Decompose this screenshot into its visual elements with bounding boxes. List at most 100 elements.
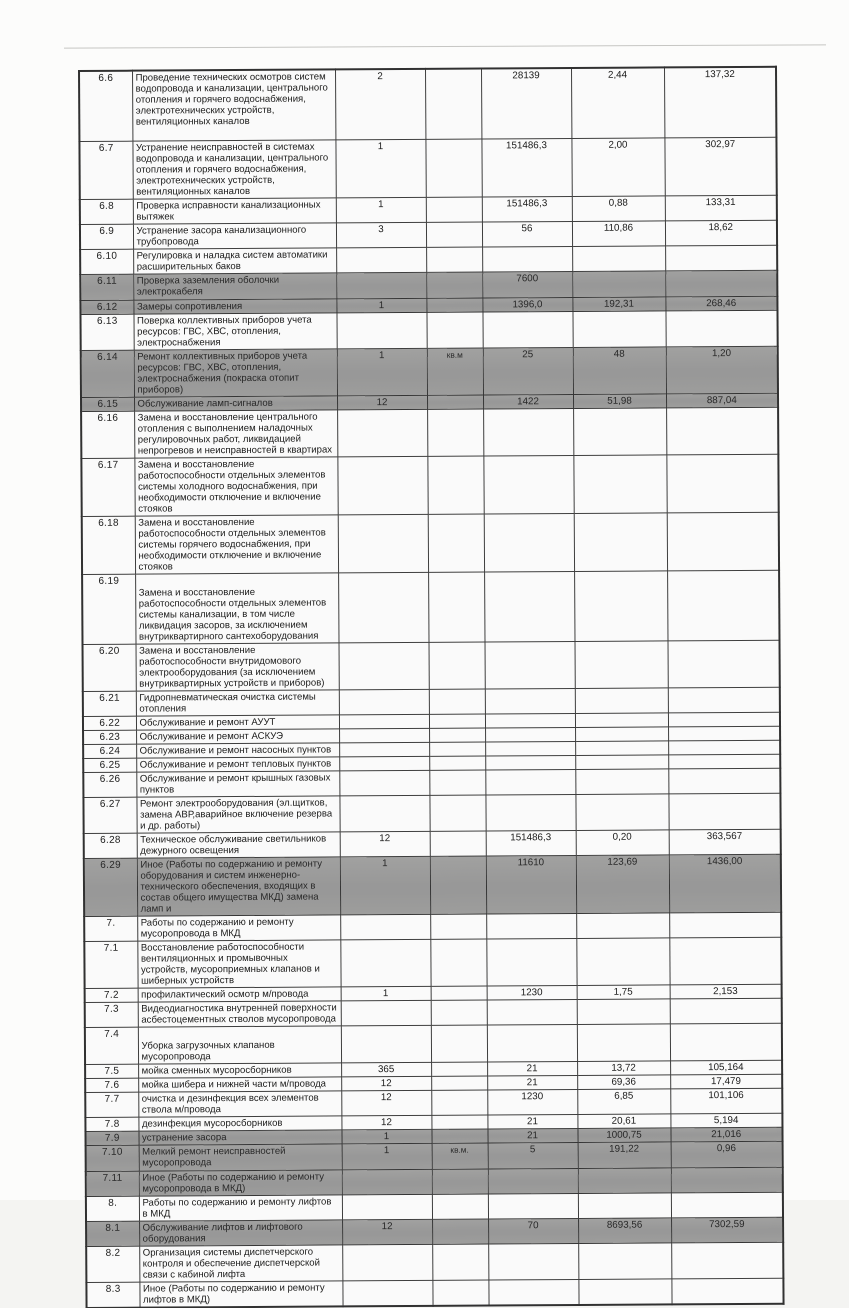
quantity-cell (336, 311, 427, 349)
description-cell: Замена и восстановление работоспособност… (134, 514, 339, 574)
volume-cell (486, 998, 577, 1025)
rate-cell: 2,44 (570, 67, 665, 138)
row-number-cell: 6.28 (83, 832, 137, 858)
quantity-cell: 12 (341, 1114, 432, 1130)
total-cell (667, 639, 780, 688)
rate-cell (573, 454, 667, 513)
rate-cell (572, 270, 666, 297)
total-cell: 302,97 (664, 136, 777, 196)
description-cell: Иное (Работы по содержанию и ремонту обо… (136, 856, 341, 916)
unit-cell (430, 938, 487, 986)
volume-cell: 21 (487, 1060, 578, 1076)
unit-cell (430, 913, 487, 939)
row-number-cell: 6.18 (81, 515, 136, 574)
row-number-cell: 6.6 (79, 70, 133, 141)
unit-cell (426, 311, 483, 348)
quantity-cell (342, 1279, 433, 1306)
total-cell: 0,96 (670, 1140, 783, 1168)
volume-cell: 1396,0 (482, 296, 573, 312)
total-cell (668, 767, 781, 794)
total-cell (670, 1166, 783, 1193)
quantity-cell: 12 (342, 1218, 433, 1245)
description-cell: Регулировка и наладка систем автоматики … (133, 247, 337, 274)
volume-cell: 151486,3 (481, 195, 572, 222)
table-row: 7.1 Восстановление работоспособности вен… (84, 936, 782, 988)
total-cell (668, 725, 781, 741)
total-cell (666, 406, 779, 455)
volume-cell (485, 740, 576, 756)
row-number-cell: 8.2 (86, 1245, 140, 1282)
total-cell: 363,567 (668, 828, 781, 855)
description-cell: Обслуживание и ремонт АСКУЭ (136, 728, 340, 744)
volume-cell: 28139 (480, 67, 572, 139)
rate-cell (574, 687, 668, 713)
rate-cell (578, 1242, 672, 1279)
description-cell: Обслуживание лифтов и лифтового оборудов… (139, 1219, 343, 1246)
rate-cell (575, 768, 669, 794)
quantity-cell: 2 (335, 68, 426, 140)
volume-cell (487, 1192, 579, 1219)
unit-cell (431, 1114, 488, 1129)
quantity-cell (339, 769, 430, 796)
unit-cell (428, 688, 485, 714)
volume-cell (483, 454, 574, 514)
description-cell: Гидропневматическая очистка системы отоп… (135, 689, 339, 716)
volume-cell: 1230 (486, 984, 577, 1000)
row-number-cell: 6.29 (83, 857, 138, 916)
rate-cell: 6,85 (577, 1088, 671, 1114)
table-row: 6.19 Замена и восстановление работоспосо… (82, 569, 780, 644)
row-number-cell: 6.14 (80, 349, 134, 397)
volume-cell: 21 (487, 1113, 578, 1129)
rate-cell (573, 512, 668, 571)
total-cell (669, 1022, 783, 1061)
description-cell: Замеры сопротивления (133, 298, 337, 314)
unit-cell (428, 571, 485, 642)
total-cell (665, 244, 778, 271)
table-row: 6.13 Поверка коллективных приборов учета… (80, 309, 778, 350)
quantity-cell: 1 (340, 985, 431, 1001)
description-cell: Работы по содержанию и ремонту мусоропро… (137, 914, 341, 941)
unit-cell (431, 1075, 488, 1090)
description-cell: Ремонт коллективных приборов учета ресур… (133, 348, 337, 397)
rate-cell: 191,22 (577, 1141, 671, 1168)
rate-cell (572, 245, 666, 271)
volume-cell: 151486,3 (485, 829, 576, 856)
quantity-cell: 1 (335, 138, 426, 198)
total-cell (668, 792, 781, 830)
total-cell: 133,31 (664, 194, 777, 221)
unit-cell (432, 1243, 489, 1280)
unit-cell (424, 68, 482, 139)
rate-cell: 1000,75 (577, 1127, 671, 1142)
volume-cell: 21 (487, 1127, 578, 1143)
volume-cell (486, 937, 577, 986)
description-cell: Организация системы диспетчерского контр… (139, 1244, 343, 1282)
row-number-cell: 7.10 (85, 1144, 139, 1171)
row-number-cell: 7.2 (84, 987, 138, 1002)
volume-cell: 1230 (487, 1088, 578, 1115)
row-number-cell: 7.5 (85, 1063, 139, 1078)
unit-cell (432, 1218, 489, 1244)
description-cell: Обслуживание ламп-сигналов (133, 395, 338, 411)
total-cell (669, 911, 782, 938)
quantity-cell: 1 (335, 196, 426, 223)
total-cell (671, 1277, 784, 1304)
row-number-cell: 8.3 (86, 1281, 140, 1308)
row-number-cell: 7.1 (84, 940, 138, 988)
scanned-page: 6.6 Проведение технических осмотров сист… (64, 44, 826, 1308)
quantity-cell (337, 455, 428, 515)
row-number-cell: 6.9 (79, 223, 134, 249)
row-number-cell: 7.3 (84, 1001, 138, 1027)
unit-cell (429, 794, 486, 831)
quantity-cell: 1 (339, 855, 431, 915)
unit-cell (426, 246, 483, 272)
volume-cell: 25 (482, 346, 573, 395)
rate-cell: 69,36 (577, 1074, 671, 1089)
total-cell: 18,62 (664, 219, 778, 246)
volume-cell (484, 687, 575, 714)
rate-cell: 13,72 (577, 1060, 671, 1075)
table-row: 6.20 Замена и восстановление работоспосо… (82, 639, 780, 691)
description-cell: Обслуживание и ремонт крышных газовых пу… (136, 770, 340, 797)
row-number-cell: 6.25 (83, 757, 137, 772)
volume-cell (488, 1242, 579, 1280)
unit-cell (430, 985, 487, 1000)
